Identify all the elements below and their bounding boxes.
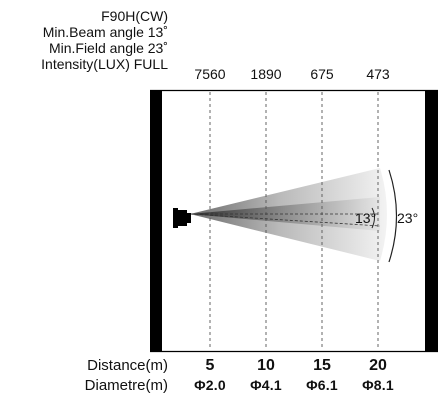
left-wall	[150, 90, 162, 352]
spec-block: F90H(CW) Min.Beam angle 13˚ Min.Field an…	[0, 8, 168, 72]
field-angle-arc	[388, 169, 398, 263]
beam-angle-spec: Min.Beam angle 13˚	[42, 24, 168, 40]
diameter-value-5m: Φ2.0	[194, 377, 226, 393]
beam-angle-arc	[371, 207, 375, 229]
intensity-label: Intensity(LUX) FULL	[41, 56, 168, 72]
beam-angle-label: 13°	[355, 210, 376, 226]
diameter-value-15m: Φ6.1	[306, 377, 338, 393]
lux-value-20m: 473	[366, 66, 390, 82]
lux-values-row: 7560 1890 675 473	[0, 66, 438, 84]
lux-value-5m: 7560	[194, 66, 226, 82]
beam-angle-lower-ray	[189, 213, 381, 227]
field-angle-label: 23°	[397, 210, 418, 226]
lux-value-15m: 675	[310, 66, 334, 82]
distance-row-label: Distance(m)	[87, 357, 168, 374]
field-angle-spec: Min.Field angle 23˚	[48, 40, 168, 56]
distance-value-20: 20	[369, 357, 387, 374]
distance-value-10: 10	[257, 357, 275, 374]
distance-value-15: 15	[313, 357, 331, 374]
diameter-row-label: Diametre(m)	[84, 377, 168, 394]
model-name: F90H(CW)	[101, 8, 168, 24]
diameter-value-10m: Φ4.1	[250, 377, 282, 393]
lux-value-10m: 1890	[250, 66, 282, 82]
right-wall	[425, 90, 438, 352]
fixture-icon	[173, 208, 191, 228]
diameter-value-20m: Φ8.1	[362, 377, 394, 393]
distance-value-5: 5	[205, 357, 215, 374]
